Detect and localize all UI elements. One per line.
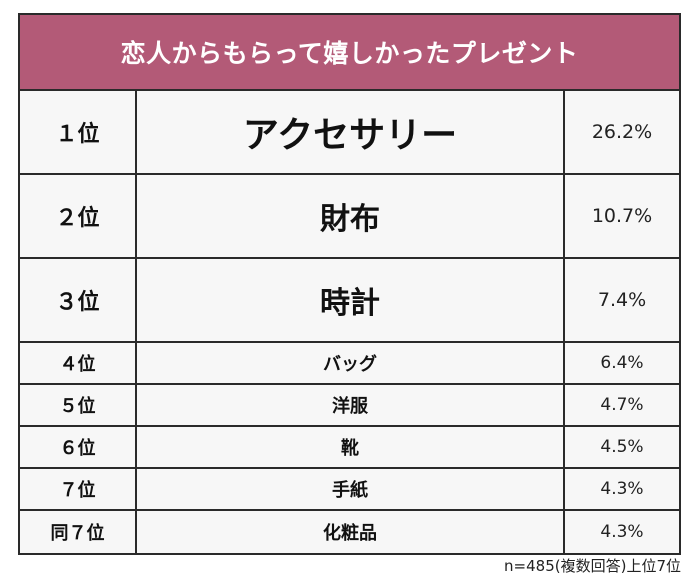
percent-cell: 10.7%: [591, 205, 653, 227]
table-row: ２位 財布 10.7%: [20, 175, 679, 259]
table-title: 恋人からもらって嬉しかったプレゼント: [20, 15, 679, 91]
item-cell: 財布: [137, 175, 565, 257]
item-cell: 靴: [137, 427, 565, 467]
rank-cell: ４位: [20, 343, 137, 383]
rank-cell: ７位: [20, 469, 137, 509]
item-cell: アクセサリー: [137, 91, 565, 173]
rank-cell: ６位: [20, 427, 137, 467]
rank-cell: ２位: [20, 175, 137, 257]
item-cell: 化粧品: [137, 511, 565, 553]
item-cell: 洋服: [137, 385, 565, 425]
rank-cell: ５位: [20, 385, 137, 425]
percent-cell: 4.7%: [600, 395, 644, 415]
item-cell: 時計: [137, 259, 565, 341]
percent-cell: 26.2%: [591, 121, 653, 143]
footnote: n=485(複数回答)上位7位: [504, 557, 681, 575]
percent-cell: 4.3%: [600, 522, 644, 542]
percent-cell: 6.4%: [600, 353, 644, 373]
percent-cell: 7.4%: [597, 289, 647, 311]
table-row: １位 アクセサリー 26.2%: [20, 91, 679, 175]
table-row: ４位 バッグ 6.4%: [20, 343, 679, 385]
rank-cell: ３位: [20, 259, 137, 341]
item-cell: 手紙: [137, 469, 565, 509]
table-row: ５位 洋服 4.7%: [20, 385, 679, 427]
rank-cell: 同７位: [20, 511, 137, 553]
table-row: ７位 手紙 4.3%: [20, 469, 679, 511]
table-row: 同７位 化粧品 4.3%: [20, 511, 679, 553]
ranking-table: 恋人からもらって嬉しかったプレゼント １位 アクセサリー 26.2% ２位 財布…: [18, 13, 681, 555]
percent-cell: 4.3%: [600, 479, 644, 499]
rank-cell: １位: [20, 91, 137, 173]
percent-cell: 4.5%: [600, 437, 644, 457]
table-row: ３位 時計 7.4%: [20, 259, 679, 343]
table-row: ６位 靴 4.5%: [20, 427, 679, 469]
item-cell: バッグ: [137, 343, 565, 383]
